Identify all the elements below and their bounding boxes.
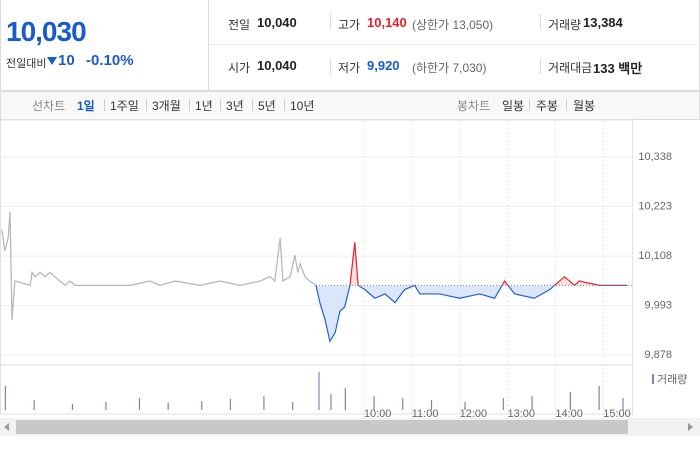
summary-label: 저가 [338, 61, 361, 75]
summary-value: 133 백만 [593, 61, 643, 76]
candle-tab[interactable]: 월봉 [573, 99, 596, 113]
summary-value: 10,040 [257, 15, 297, 30]
scroll-right[interactable] [688, 423, 693, 431]
tab-label: 선차트 [32, 99, 66, 113]
tab-sep [529, 99, 530, 111]
volume-bar [622, 398, 624, 410]
y-tick-label: 10,338 [638, 151, 672, 163]
x-tick-label: 10:00 [364, 408, 392, 420]
x-tick-label: 14:00 [555, 408, 583, 420]
price-line-previous [1, 212, 317, 320]
summary-value: 10,040 [257, 58, 297, 73]
summary-note: (하한가 7,030) [412, 61, 487, 75]
volume-bar [373, 396, 375, 410]
volume-bar [138, 398, 141, 410]
y-tick-label: 10,108 [638, 250, 672, 262]
y-tick-label: 9,878 [644, 349, 672, 361]
quote-box [0, 0, 700, 91]
area-down [316, 285, 628, 342]
tab-sep [566, 99, 567, 111]
volume-bar [464, 402, 466, 410]
tab-sep [146, 99, 147, 111]
volume-bar [344, 388, 346, 410]
volume-bar [531, 396, 533, 410]
x-tick-label: 12:00 [460, 408, 488, 420]
period-tab[interactable]: 1일 [77, 99, 95, 113]
scrollbar-thumb[interactable] [16, 420, 628, 434]
summary-label: 고가 [338, 18, 361, 32]
tab-sep [252, 99, 253, 111]
period-tab[interactable]: 1년 [195, 99, 213, 113]
sep [540, 14, 541, 30]
summary-value: 13,384 [583, 15, 623, 30]
change-label: 전일대비 [6, 58, 47, 70]
tab-label: 봉차트 [457, 99, 491, 113]
volume-bar [105, 402, 107, 410]
summary-label: 시가 [228, 61, 251, 75]
volume-bar [430, 400, 433, 410]
volume-bar [71, 404, 74, 410]
period-tab[interactable]: 5년 [258, 99, 276, 113]
summary-label: 거래대금 [548, 61, 593, 75]
volume-bar [4, 386, 6, 410]
volume-bar [402, 398, 404, 410]
volume-bar [229, 398, 232, 410]
summary-value: 10,140 [367, 15, 407, 30]
sep [330, 14, 331, 30]
candle-tab[interactable]: 주봉 [536, 99, 559, 113]
sep [330, 58, 331, 74]
tab-sep [104, 99, 105, 111]
legend-label: 거래량 [657, 373, 687, 386]
volume-bar [330, 394, 332, 410]
volume-bar [569, 392, 571, 410]
chart: 10,338 10,223 10,108 9,993 9,878 10:00 11:00 12… [0, 119, 700, 436]
price-line-down [315, 285, 628, 343]
volume-bar [263, 396, 265, 410]
candle-tab[interactable]: 일봉 [502, 99, 525, 113]
period-tab[interactable]: 3개월 [152, 99, 181, 113]
volume-bar [502, 398, 504, 410]
volume-bar [167, 402, 169, 410]
volume-bar [598, 386, 600, 410]
tab-sep [284, 99, 285, 111]
scroll-left[interactable] [4, 423, 9, 431]
tab-sep [189, 99, 190, 111]
change: 10 [58, 52, 75, 69]
divider [208, 0, 209, 91]
sep [540, 58, 541, 74]
period-tab[interactable]: 10년 [290, 99, 315, 113]
price: 10,030 [6, 16, 87, 47]
summary-note: (상한가 13,050) [412, 18, 494, 32]
x-tick-label: 13:00 [508, 408, 536, 420]
volume-bar [292, 402, 294, 410]
summary-label: 전일 [228, 18, 251, 32]
summary-value: 9,920 [367, 58, 400, 73]
volume-bar [318, 372, 320, 410]
x-tick-label: 11:00 [412, 408, 439, 420]
period-tab[interactable]: 1주일 [110, 99, 139, 113]
volume-bar [201, 401, 203, 410]
change-rate: -0.10% [86, 52, 134, 69]
x-tick-label: 15:00 [603, 408, 631, 420]
y-tick-label: 9,993 [644, 299, 672, 311]
down-icon [47, 57, 57, 65]
plot-frame [0, 119, 633, 415]
tab-sep [220, 99, 221, 111]
summary-label: 거래량 [548, 18, 582, 32]
row-divider [210, 44, 698, 45]
y-tick-label: 10,223 [638, 200, 672, 212]
volume-bar [33, 400, 35, 410]
legend-swatch [652, 374, 654, 384]
period-tab[interactable]: 3년 [226, 99, 244, 113]
